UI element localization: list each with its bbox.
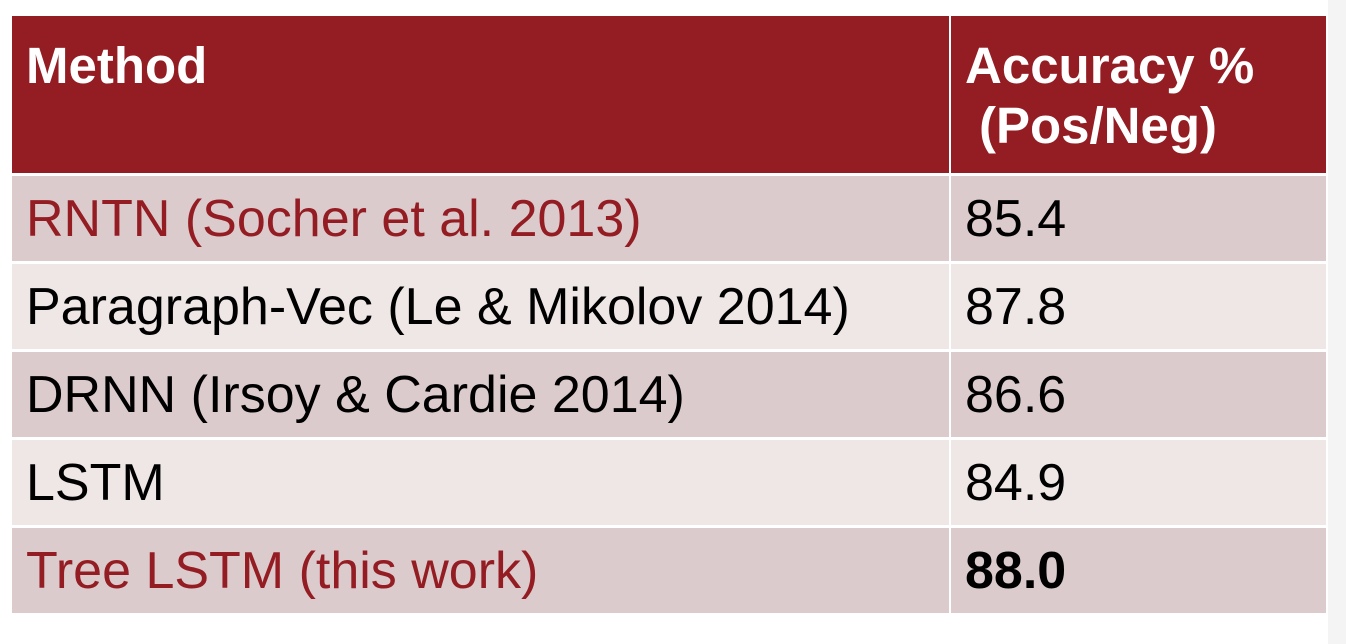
best-accuracy-cell: 88.0 [949, 528, 1326, 616]
table-row: DRNN (Irsoy & Cardie 2014) 86.6 [12, 352, 1326, 440]
accuracy-cell: 87.8 [949, 264, 1326, 352]
accuracy-header-label: Accuracy % [965, 37, 1255, 94]
table-row: Tree LSTM (this work) 88.0 [12, 528, 1326, 616]
accuracy-header-sublabel: (Pos/Neg) [979, 97, 1218, 154]
method-cell: LSTM [12, 440, 949, 528]
table-row: Paragraph-Vec (Le & Mikolov 2014) 87.8 [12, 264, 1326, 352]
method-cell: DRNN (Irsoy & Cardie 2014) [12, 352, 949, 440]
accuracy-cell: 84.9 [949, 440, 1326, 528]
table-row: RNTN (Socher et al. 2013) 85.4 [12, 176, 1326, 264]
results-table: Method Accuracy % (Pos/Neg) RNTN (Socher… [12, 16, 1326, 616]
method-column-header: Method [12, 16, 949, 176]
method-header-label: Method [26, 37, 208, 94]
accuracy-cell: 86.6 [949, 352, 1326, 440]
header-row: Method Accuracy % (Pos/Neg) [12, 16, 1326, 176]
table-row: LSTM 84.9 [12, 440, 1326, 528]
method-cell: Paragraph-Vec (Le & Mikolov 2014) [12, 264, 949, 352]
accuracy-column-header: Accuracy % (Pos/Neg) [949, 16, 1326, 176]
slide-edge [1328, 0, 1346, 644]
accuracy-cell: 85.4 [949, 176, 1326, 264]
method-cell: Tree LSTM (this work) [12, 528, 949, 616]
method-cell: RNTN (Socher et al. 2013) [12, 176, 949, 264]
